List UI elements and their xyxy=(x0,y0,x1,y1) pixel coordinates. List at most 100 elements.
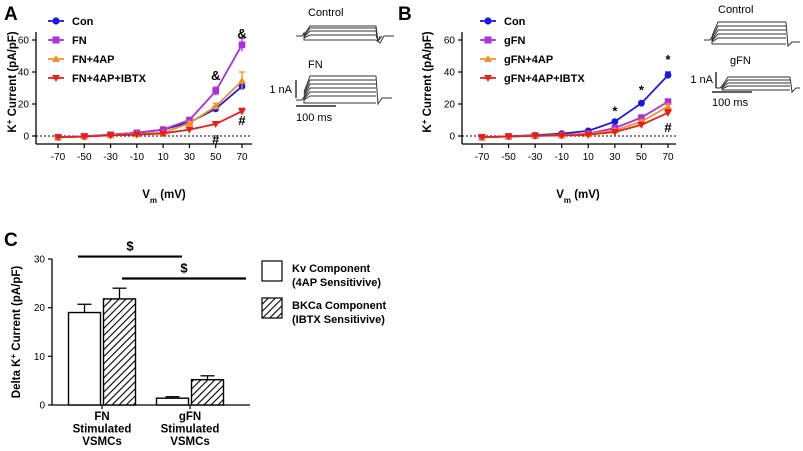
panel-a-iv-curve-chart: K+ Current (pA/pF) Vm (mV) Con FN FN+4AP xyxy=(5,16,252,205)
panel-a-y-tick-label: 0 xyxy=(23,132,29,143)
panel-a-series-fn-point xyxy=(212,87,220,95)
panel-c-significance-mark: $ xyxy=(126,239,134,254)
panel-a-series-fn-4ap-point xyxy=(185,119,194,127)
panel-b-x-tick-label: -30 xyxy=(528,152,543,163)
inset-b-current-scale-label: 1 nA xyxy=(690,74,713,86)
panel-c-category-label: Stimulated xyxy=(161,424,220,436)
svg-text:gFN+4AP: gFN+4AP xyxy=(504,54,553,66)
panel-a-x-tick-label: -70 xyxy=(51,152,66,163)
panel-b-x-tick-label: 30 xyxy=(609,152,621,163)
panel-b-series-gfn-4ap-ibtx-point xyxy=(557,132,566,140)
panel-b-y-axis-label: K+ Current (pA/pF) xyxy=(420,31,435,132)
panel-c-y-tick-label: 30 xyxy=(34,255,46,266)
panel-b-current-trace-insets: Control gFN 1 nA 100 ms xyxy=(690,4,800,109)
panel-a-significance-mark: & xyxy=(211,68,220,83)
inset-a-time-scale-label: 100 ms xyxy=(296,112,333,124)
panel-a-significance-mark: & xyxy=(237,26,246,41)
panel-label-b: B xyxy=(398,4,412,25)
legend-item-gfn: gFN xyxy=(480,35,525,47)
panel-b-series-gfn-4ap-ibtx xyxy=(478,108,672,142)
panel-a-y-tick-label: 60 xyxy=(18,36,30,47)
panel-a-series-fn-4ap-ibtx-line xyxy=(57,110,243,139)
panel-a-series-fn-4ap-ibtx xyxy=(54,107,246,142)
panel-a-x-tick-label: 50 xyxy=(210,152,222,163)
panel-b-series-gfn-4ap-ibtx-point xyxy=(584,131,593,139)
panel-a-series-fn-4ap-ibtx-point xyxy=(80,133,89,141)
panel-a-y-tick-label: 40 xyxy=(18,68,30,79)
svg-text:gFN+4AP+IBTX: gFN+4AP+IBTX xyxy=(504,73,585,85)
panel-b-y-tick-label: 0 xyxy=(449,132,455,143)
inset-b-control-label: Control xyxy=(718,4,753,16)
svg-text:FN+4AP+IBTX: FN+4AP+IBTX xyxy=(72,73,147,85)
panel-b-significance-mark: * xyxy=(639,83,645,98)
inset-a-current-scale-label: 1 nA xyxy=(269,84,292,96)
svg-text:gFN: gFN xyxy=(504,35,525,47)
panel-a-series-fn-4ap-ibtx-point xyxy=(159,130,168,138)
svg-text:Con: Con xyxy=(72,16,94,28)
panel-a-current-trace-insets: Control FN 1 nA 100 ms xyxy=(269,7,394,124)
svg-text:Con: Con xyxy=(504,16,526,28)
panel-a-x-axis-label: Vm (mV) xyxy=(142,189,186,205)
panel-b-x-tick-label: 50 xyxy=(636,152,648,163)
panel-b-series-gfn-4ap-ibtx-line xyxy=(481,111,669,139)
panel-b-series-gfn-4ap-ibtx-point xyxy=(637,121,646,129)
panel-a-x-tick-label: 10 xyxy=(158,152,170,163)
panel-a-x-tick-label: -10 xyxy=(130,152,145,163)
panel-b-series-con-point xyxy=(638,99,645,107)
panel-a-series-fn-4ap-ibtx-point xyxy=(238,108,246,116)
panel-a-x-tick-label: -30 xyxy=(103,152,118,163)
panel-c-category-label: FN xyxy=(94,411,109,423)
panel-b-series-gfn-4ap-ibtx-point xyxy=(664,109,672,117)
panel-a-x-tick-label: -50 xyxy=(77,152,92,163)
svg-text:(4AP Sensitivive): (4AP Sensitivive) xyxy=(292,277,381,289)
panel-c-bar-kv-gfn xyxy=(155,397,190,406)
panel-c-y-tick-label: 0 xyxy=(39,401,45,412)
panel-b-series-con-point xyxy=(611,118,619,125)
panel-c-y-tick-label: 10 xyxy=(34,352,46,363)
svg-text:(IBTX Sensitivive): (IBTX Sensitivive) xyxy=(292,314,385,326)
panel-b-y-tick-label: 60 xyxy=(444,36,456,47)
panel-a-y-axis-label: K+ Current (pA/pF) xyxy=(5,31,20,132)
panel-c-category-label: gFN xyxy=(179,411,201,423)
panel-c-bar-bkca-gfn xyxy=(190,378,225,406)
panel-a-series-fn-4ap-ibtx-point xyxy=(185,126,194,134)
legend-item-gfn-4ap: gFN+4AP xyxy=(480,54,553,66)
panel-c-category-label: VSMCs xyxy=(170,436,210,448)
legend-item-con-b: Con xyxy=(480,16,526,28)
legend-item-kv-component: Kv Component (4AP Sensitivive) xyxy=(261,260,381,289)
svg-text:BKCa Component: BKCa Component xyxy=(292,300,386,312)
panel-b-iv-curve-chart: K+ Current (pA/pF) Vm (mV) Con gFN gFN+4… xyxy=(420,16,676,205)
legend-item-fn: FN xyxy=(48,35,87,47)
panel-a-x-tick-label: 70 xyxy=(236,152,248,163)
panel-a-series-fn-4ap-point xyxy=(211,102,220,110)
panel-b-y-tick-label: 40 xyxy=(444,68,456,79)
svg-text:FN: FN xyxy=(72,35,87,47)
panel-b-series-gfn-4ap-ibtx-point xyxy=(531,132,540,140)
panel-c-category-label: VSMCs xyxy=(82,436,122,448)
panel-a-y-tick-label: 20 xyxy=(18,100,30,111)
panel-a-series-fn-4ap-point xyxy=(238,76,246,84)
panel-label-c: C xyxy=(4,230,18,251)
panel-c-bar-kv-fn xyxy=(67,311,102,406)
panel-c-y-tick-label: 20 xyxy=(34,303,46,314)
panel-a-series-fn-4ap-ibtx-point xyxy=(132,131,141,139)
panel-b-series-gfn-4ap-point xyxy=(664,102,672,110)
inset-b-time-scale-label: 100 ms xyxy=(712,97,749,109)
panel-b-x-tick-label: -50 xyxy=(501,152,516,163)
svg-text:Kv Component: Kv Component xyxy=(292,263,371,275)
inset-b-gfn-label: gFN xyxy=(730,55,751,67)
legend-item-bkca-component: BKCa Component (IBTX Sensitivive) xyxy=(261,297,386,326)
panel-b-x-tick-label: -70 xyxy=(475,152,490,163)
panel-c-significance-mark: $ xyxy=(180,260,188,275)
panel-b-x-tick-label: 10 xyxy=(583,152,595,163)
inset-b-gfn-traces xyxy=(712,72,800,94)
panel-a-x-tick-label: 30 xyxy=(184,152,196,163)
panel-c-bar-chart: Delta K+ Current (pA/pF) Kv Component (4… xyxy=(9,239,387,448)
panel-b-significance-mark: * xyxy=(665,52,671,67)
panel-b-x-axis-label: Vm (mV) xyxy=(556,189,600,205)
panel-b-significance-mark: * xyxy=(612,103,618,118)
legend-item-gfn-4ap-ibtx: gFN+4AP+IBTX xyxy=(480,73,585,85)
inset-a-fn-traces xyxy=(295,75,392,107)
panel-b-series-gfn-4ap-ibtx-point xyxy=(504,133,513,141)
inset-a-fn-label: FN xyxy=(308,59,323,71)
